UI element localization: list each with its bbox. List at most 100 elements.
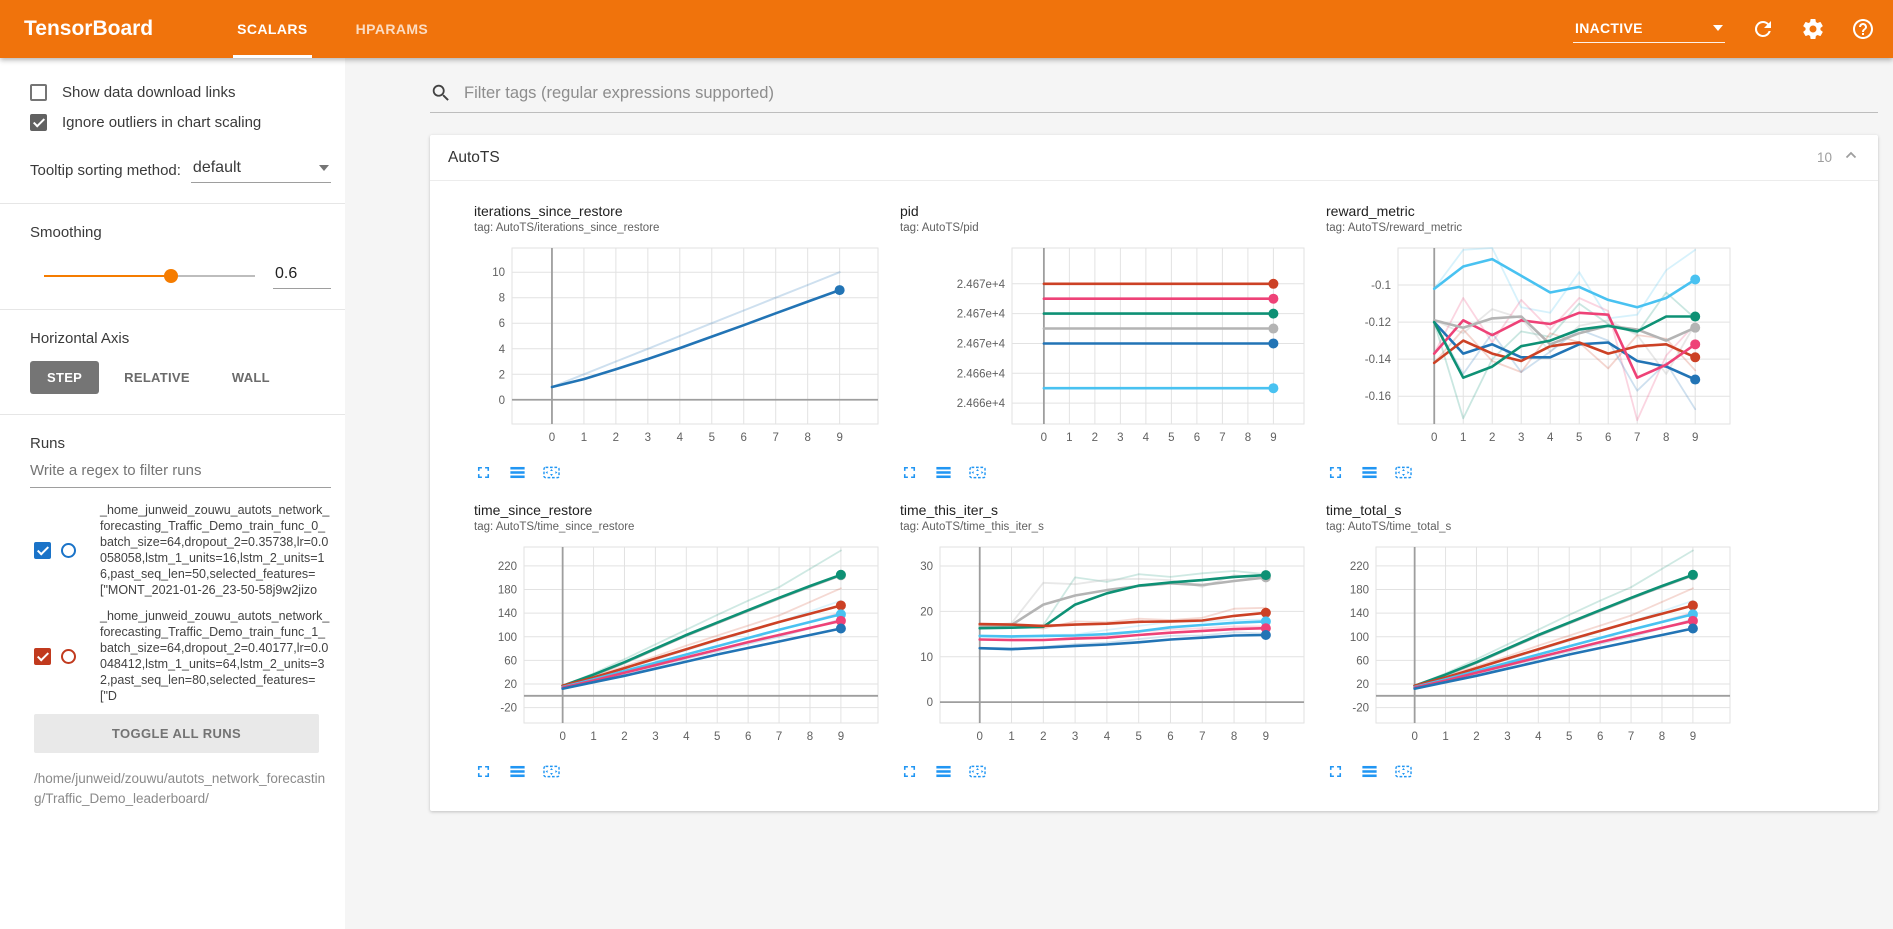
svg-text:2.467e+4: 2.467e+4 (957, 338, 1006, 350)
chart-title: time_since_restore (474, 502, 593, 518)
svg-text:2: 2 (613, 432, 619, 444)
chart-plot[interactable]: 0 1 2 3 4 5 6 7 8 9 -0.1 -0.12 -0.14 -0.16 (1326, 240, 1738, 452)
fit-domain-icon[interactable] (968, 463, 987, 482)
svg-text:20: 20 (504, 679, 517, 691)
smoothing-value[interactable]: 0.6 (273, 263, 331, 289)
svg-text:60: 60 (504, 655, 517, 667)
svg-text:2: 2 (1489, 432, 1495, 444)
ignore-outliers-checkbox[interactable] (30, 114, 47, 131)
fullscreen-icon[interactable] (900, 762, 919, 781)
svg-text:3: 3 (1518, 432, 1524, 444)
chart-plot[interactable]: 0 1 2 3 4 5 6 7 8 9 2.467e+4 2.467e+4 2.467e+4 2.466e… (900, 240, 1312, 452)
svg-text:-20: -20 (500, 703, 517, 715)
show-download-links-row[interactable]: Show data download links (30, 84, 331, 101)
fit-domain-icon[interactable] (968, 762, 987, 781)
svg-text:7: 7 (1634, 432, 1640, 444)
svg-text:180: 180 (498, 585, 517, 597)
fullscreen-icon[interactable] (474, 463, 493, 482)
svg-text:10: 10 (920, 652, 933, 664)
chart-plot[interactable]: 0 1 2 3 4 5 6 7 8 9 220 180 140 100 60 20 -20 (474, 539, 886, 751)
tag-group-card: AutoTS 10 iterations_since_restore tag: A… (430, 135, 1878, 811)
axis-wall-button[interactable]: WALL (231, 370, 270, 385)
tooltip-sorting-value: default (192, 159, 241, 176)
run-checkbox[interactable] (34, 541, 51, 559)
ignore-outliers-row[interactable]: Ignore outliers in chart scaling (30, 114, 331, 131)
fit-domain-icon[interactable] (1394, 463, 1413, 482)
data-lines-icon[interactable] (934, 762, 953, 781)
tag-group-header[interactable]: AutoTS 10 (430, 135, 1878, 181)
svg-text:6: 6 (1167, 731, 1173, 743)
tab-hparams[interactable]: HPARAMS (355, 21, 429, 37)
svg-text:8: 8 (804, 432, 810, 444)
settings-gear-icon[interactable] (1801, 17, 1825, 41)
show-download-links-label: Show data download links (62, 84, 236, 101)
svg-text:7: 7 (773, 432, 779, 444)
fullscreen-icon[interactable] (1326, 463, 1345, 482)
svg-text:0: 0 (499, 395, 505, 407)
run-row[interactable]: _home_junweid_zouwu_autots_network_forec… (30, 608, 331, 704)
svg-text:3: 3 (1117, 432, 1123, 444)
chart-card: time_this_iter_s tag: AutoTS/time_this_it… (900, 502, 1312, 781)
svg-text:0: 0 (1041, 432, 1047, 444)
fullscreen-icon[interactable] (1326, 762, 1345, 781)
data-lines-icon[interactable] (1360, 463, 1379, 482)
data-lines-icon[interactable] (934, 463, 953, 482)
run-radio[interactable] (61, 648, 76, 664)
chart-footer (1326, 463, 1738, 482)
chart-footer (474, 463, 886, 482)
svg-text:7: 7 (1628, 731, 1634, 743)
toggle-all-runs-button[interactable]: TOGGLE ALL RUNS (34, 714, 319, 753)
svg-text:8: 8 (1663, 432, 1669, 444)
svg-text:5: 5 (714, 731, 720, 743)
smoothing-slider-thumb[interactable] (163, 269, 178, 283)
svg-text:5: 5 (1576, 432, 1582, 444)
svg-text:6: 6 (1605, 432, 1611, 444)
svg-text:9: 9 (838, 731, 844, 743)
chart-tag: tag: AutoTS/pid (900, 222, 979, 234)
svg-text:6: 6 (1194, 432, 1200, 444)
tab-scalars[interactable]: SCALARS (233, 0, 312, 58)
chart-card: time_total_s tag: AutoTS/time_total_s 0 1 2 3… (1326, 502, 1738, 781)
show-download-links-checkbox[interactable] (30, 84, 47, 101)
filter-tags-input[interactable] (462, 82, 1878, 104)
data-lines-icon[interactable] (508, 463, 527, 482)
refresh-icon[interactable] (1751, 17, 1775, 41)
axis-relative-button[interactable]: RELATIVE (124, 370, 190, 385)
svg-text:100: 100 (1350, 632, 1369, 644)
help-icon[interactable] (1851, 17, 1875, 41)
fit-domain-icon[interactable] (542, 762, 561, 781)
data-lines-icon[interactable] (1360, 762, 1379, 781)
svg-text:9: 9 (1270, 432, 1276, 444)
svg-text:4: 4 (1547, 432, 1554, 444)
fit-domain-icon[interactable] (542, 463, 561, 482)
svg-text:8: 8 (1659, 731, 1665, 743)
svg-text:2: 2 (1473, 731, 1479, 743)
axis-step-button[interactable]: STEP (30, 361, 100, 394)
tooltip-sorting-select[interactable]: default (190, 157, 331, 183)
svg-text:6: 6 (741, 432, 747, 444)
app-header: TensorBoard SCALARS HPARAMS INACTIVE (0, 0, 1893, 58)
chart-footer (900, 762, 1312, 781)
chart-title: iterations_since_restore (474, 203, 623, 219)
chart-tag: tag: AutoTS/time_total_s (1326, 521, 1452, 533)
fullscreen-icon[interactable] (474, 762, 493, 781)
chart-plot[interactable]: 0 1 2 3 4 5 6 7 8 9 10 8 6 4 2 0 (474, 240, 886, 452)
chart-card: pid tag: AutoTS/pid 0 1 2 3 4 5 6 7 8 9 2.467e+4 2.46… (900, 203, 1312, 482)
svg-text:9: 9 (1690, 731, 1696, 743)
run-checkbox[interactable] (34, 647, 51, 665)
reload-status-dropdown[interactable]: INACTIVE (1573, 16, 1725, 43)
data-lines-icon[interactable] (508, 762, 527, 781)
chart-plot[interactable]: 0 1 2 3 4 5 6 7 8 9 220 180 140 100 60 20 -20 (1326, 539, 1738, 751)
chart-plot[interactable]: 0 1 2 3 4 5 6 7 8 9 30 20 10 0 (900, 539, 1312, 751)
chevron-up-icon[interactable] (1842, 147, 1860, 168)
svg-text:6: 6 (1597, 731, 1603, 743)
logdir-path: /home/junweid/zouwu/autots_network_forec… (34, 771, 326, 806)
chart-title: time_this_iter_s (900, 502, 999, 518)
run-row[interactable]: _home_junweid_zouwu_autots_network_forec… (30, 502, 331, 598)
fit-domain-icon[interactable] (1394, 762, 1413, 781)
smoothing-slider[interactable] (44, 269, 255, 283)
fullscreen-icon[interactable] (900, 463, 919, 482)
svg-text:3: 3 (1504, 731, 1510, 743)
runs-regex-input[interactable] (30, 452, 331, 488)
run-radio[interactable] (61, 542, 76, 558)
